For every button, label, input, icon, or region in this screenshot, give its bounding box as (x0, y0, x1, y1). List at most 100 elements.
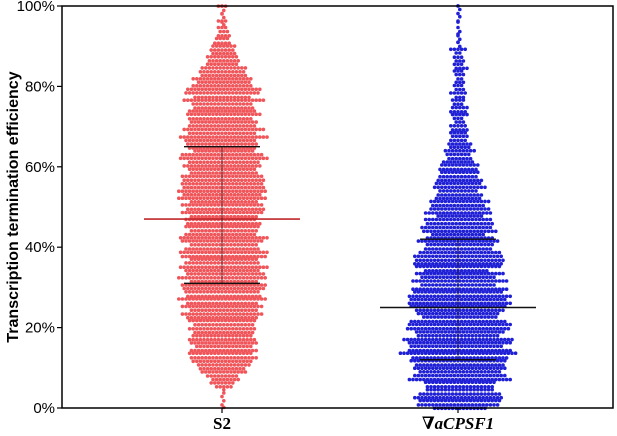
data-point (452, 262, 457, 266)
data-point (452, 297, 457, 302)
data-point (247, 348, 251, 353)
data-point (254, 250, 258, 255)
data-point (218, 385, 222, 389)
data-point (209, 174, 213, 179)
data-point (231, 304, 235, 309)
data-point (501, 258, 505, 263)
data-point (490, 387, 495, 392)
data-point (196, 356, 201, 360)
data-point (220, 381, 224, 385)
data-point (450, 271, 455, 276)
data-point (191, 239, 195, 243)
data-point (472, 148, 477, 153)
data-point (450, 221, 455, 226)
data-point (220, 304, 224, 309)
data-point (195, 351, 199, 356)
data-point (452, 333, 457, 338)
data-point (232, 95, 237, 100)
data-point (220, 117, 224, 121)
data-point (418, 308, 423, 313)
data-point (438, 196, 442, 201)
data-point (445, 366, 450, 371)
data-point (461, 185, 466, 190)
data-point (416, 290, 421, 294)
data-point (474, 225, 478, 230)
data-point (182, 185, 186, 190)
data-point (204, 323, 208, 327)
data-point (423, 344, 428, 349)
data-point (195, 224, 199, 229)
data-point (454, 264, 459, 269)
data-point (423, 247, 428, 251)
data-point (495, 254, 500, 259)
data-point (207, 192, 212, 197)
data-point (434, 351, 439, 356)
data-point (463, 290, 468, 294)
data-point (207, 221, 212, 226)
data-point (243, 323, 248, 327)
data-point (413, 319, 417, 324)
data-point (503, 319, 507, 324)
data-point (227, 351, 231, 356)
data-point (186, 185, 190, 190)
data-point (218, 106, 222, 110)
data-point (463, 319, 468, 324)
data-point (458, 128, 462, 132)
data-point (492, 311, 496, 316)
data-point (414, 279, 419, 283)
data-point (485, 366, 489, 371)
data-point (193, 127, 197, 132)
data-point (250, 106, 255, 110)
data-point (443, 229, 448, 234)
data-point (245, 359, 249, 364)
data-point (458, 134, 462, 139)
data-point (470, 366, 475, 371)
data-point (492, 403, 496, 407)
data-point (232, 135, 237, 139)
data-point (249, 203, 253, 207)
data-point (207, 257, 212, 262)
data-point (254, 279, 258, 284)
data-point (202, 91, 206, 95)
data-point (465, 170, 469, 174)
data-point (476, 301, 480, 306)
data-point (249, 152, 253, 157)
data-point (231, 327, 235, 331)
data-point (254, 315, 258, 320)
data-point (413, 290, 417, 294)
data-point (220, 359, 224, 364)
data-point (205, 254, 210, 259)
data-point (445, 269, 450, 273)
data-point (191, 297, 195, 301)
data-point (431, 297, 435, 302)
data-point (445, 380, 450, 385)
data-point (432, 221, 437, 226)
data-point (470, 311, 475, 316)
data-point (186, 192, 190, 197)
data-point (414, 294, 419, 299)
data-point (216, 247, 221, 251)
data-point (231, 109, 235, 113)
data-point (241, 344, 246, 349)
data-point (472, 193, 477, 197)
data-point (468, 193, 473, 197)
data-point (205, 182, 210, 186)
data-point (458, 51, 462, 55)
data-point (432, 398, 437, 403)
data-point (459, 203, 464, 208)
data-point (479, 287, 484, 292)
data-point (425, 229, 430, 234)
data-point (222, 308, 226, 313)
data-point (476, 363, 480, 367)
data-point (227, 268, 231, 273)
data-point (249, 351, 253, 356)
data-point (223, 344, 228, 349)
data-point (490, 330, 495, 334)
data-point (213, 167, 217, 171)
data-point (261, 207, 266, 212)
data-point (461, 398, 466, 403)
data-point (232, 106, 237, 110)
data-point (485, 311, 489, 316)
data-point (472, 258, 477, 263)
data-point (200, 265, 204, 270)
